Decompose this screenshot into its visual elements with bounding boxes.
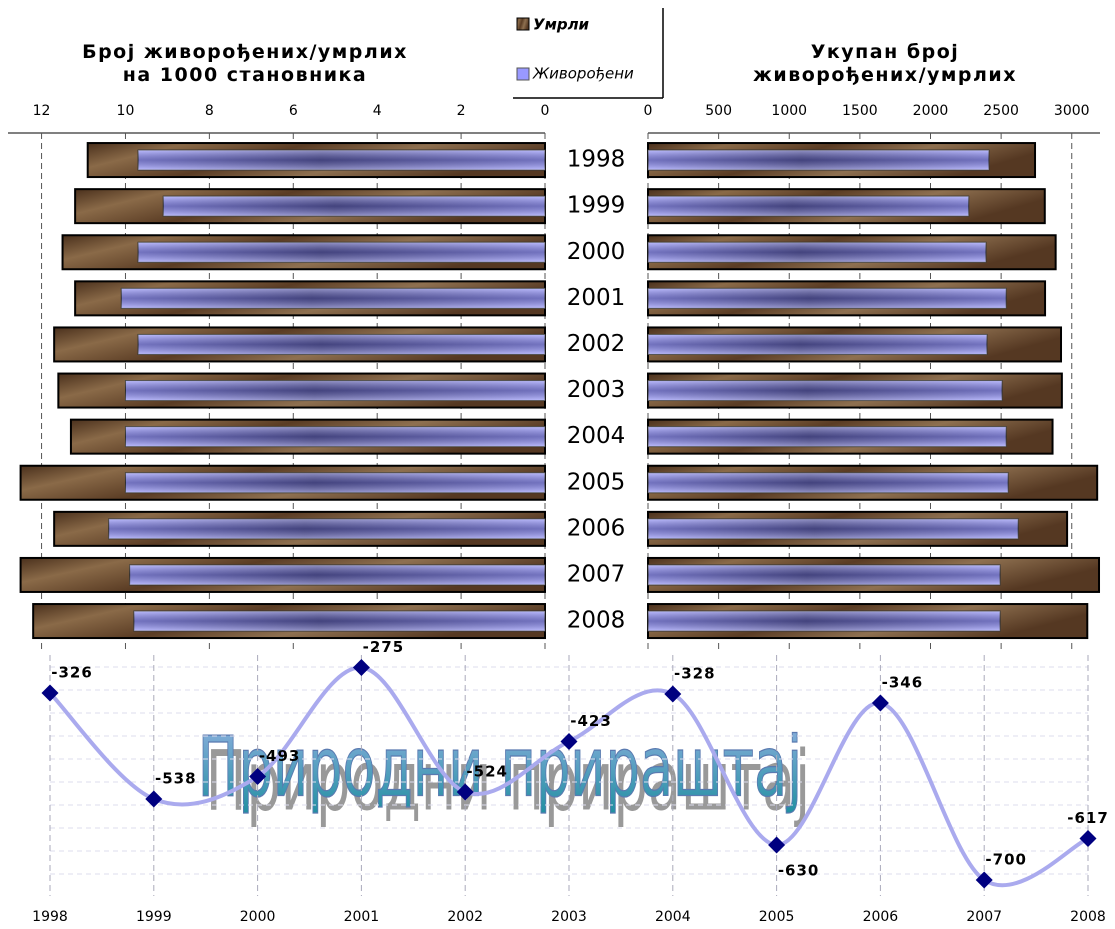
category-label: 2007 bbox=[567, 561, 626, 587]
marker bbox=[871, 694, 889, 712]
left-title: Број живорођених/умрлих на 1000 становник… bbox=[82, 41, 408, 86]
x-tick-label: 2007 bbox=[966, 909, 1002, 925]
value-label: -326 bbox=[51, 664, 93, 682]
chart-title: Природни прираштај bbox=[198, 720, 802, 816]
legend-label: Умрли bbox=[533, 16, 590, 34]
marker bbox=[249, 768, 267, 785]
marker bbox=[352, 659, 370, 676]
value-label: -617 bbox=[1067, 809, 1109, 827]
x-tick-label: 0 bbox=[644, 103, 653, 119]
marker bbox=[975, 871, 993, 889]
right-title: Укупан број живорођених/умрлих bbox=[753, 41, 1017, 86]
x-tick-label: 500 bbox=[705, 103, 732, 119]
marker bbox=[664, 685, 682, 703]
category-label: 2004 bbox=[567, 423, 626, 449]
bar-shade bbox=[125, 472, 545, 493]
x-tick-label: 0 bbox=[541, 103, 550, 119]
x-tick-label: 1998 bbox=[32, 909, 68, 925]
category-label: 2001 bbox=[567, 285, 626, 311]
bar-shade bbox=[648, 242, 987, 263]
bar-shade bbox=[121, 288, 545, 309]
x-tick-label: 2001 bbox=[344, 909, 380, 925]
bar-shade bbox=[648, 380, 1003, 401]
bar-shade bbox=[648, 472, 1009, 493]
category-label: 1999 bbox=[567, 193, 626, 219]
marker bbox=[41, 684, 59, 702]
x-tick-label: 12 bbox=[33, 103, 51, 119]
marker bbox=[145, 790, 163, 808]
bar-shade bbox=[138, 242, 545, 263]
bar-shade bbox=[125, 380, 545, 401]
value-label: -700 bbox=[985, 851, 1027, 869]
marker bbox=[560, 733, 578, 750]
x-tick-label: 2000 bbox=[240, 909, 276, 925]
bar-shade bbox=[648, 426, 1007, 447]
category-label: 2003 bbox=[567, 377, 626, 403]
x-tick-label: 2 bbox=[457, 103, 466, 119]
bar-shade bbox=[648, 288, 1007, 309]
value-label: -328 bbox=[674, 665, 716, 683]
bar-shade bbox=[648, 196, 969, 217]
value-label: -493 bbox=[259, 747, 301, 765]
category-label: 2005 bbox=[567, 469, 626, 495]
bar-shade bbox=[648, 611, 1001, 632]
category-label: 2008 bbox=[567, 608, 626, 634]
value-label: -275 bbox=[363, 638, 405, 656]
bar-shade bbox=[648, 518, 1019, 539]
marker bbox=[456, 783, 474, 801]
bar-shade bbox=[129, 564, 545, 585]
x-tick-label: 1999 bbox=[136, 909, 172, 925]
x-tick-label: 2000 bbox=[913, 103, 949, 119]
bar-shade bbox=[125, 426, 545, 447]
x-tick-label: 2003 bbox=[551, 909, 587, 925]
bar-shade bbox=[163, 196, 545, 217]
x-tick-label: 2005 bbox=[759, 909, 795, 925]
bar-shade bbox=[108, 518, 545, 539]
legend-label: Живорођени bbox=[532, 65, 634, 83]
category-label: 1998 bbox=[567, 147, 626, 173]
legend-swatch bbox=[516, 17, 530, 31]
legend: Умрли Живорођени bbox=[513, 8, 664, 99]
bar-shade bbox=[138, 150, 545, 171]
category-label: 2002 bbox=[567, 331, 626, 357]
bar-shade bbox=[138, 334, 545, 355]
x-tick-label: 1500 bbox=[842, 103, 878, 119]
marker bbox=[1079, 830, 1097, 847]
legend-swatch bbox=[516, 67, 530, 81]
marker bbox=[768, 836, 786, 854]
bar-shade bbox=[648, 150, 989, 171]
value-label: -524 bbox=[466, 763, 508, 781]
x-tick-label: 3000 bbox=[1054, 103, 1090, 119]
bar-shade bbox=[133, 611, 545, 632]
value-label: -346 bbox=[882, 674, 924, 692]
x-tick-label: 10 bbox=[117, 103, 135, 119]
bar-shade bbox=[648, 564, 1001, 585]
category-label: 2000 bbox=[567, 239, 626, 265]
bar-shade bbox=[648, 334, 987, 355]
x-tick-label: 2006 bbox=[863, 909, 899, 925]
value-label: -630 bbox=[778, 862, 820, 880]
x-tick-label: 2002 bbox=[447, 909, 483, 925]
x-tick-label: 2004 bbox=[655, 909, 691, 925]
x-tick-label: 6 bbox=[289, 103, 298, 119]
line bbox=[48, 665, 1089, 888]
x-tick-label: 2500 bbox=[983, 103, 1019, 119]
value-label: -538 bbox=[155, 770, 197, 788]
x-tick-label: 1000 bbox=[771, 103, 807, 119]
category-label: 2006 bbox=[567, 515, 626, 541]
x-tick-label: 8 bbox=[205, 103, 214, 119]
x-tick-label: 4 bbox=[373, 103, 382, 119]
x-tick-label: 2008 bbox=[1070, 909, 1106, 925]
value-label: -423 bbox=[570, 712, 612, 730]
